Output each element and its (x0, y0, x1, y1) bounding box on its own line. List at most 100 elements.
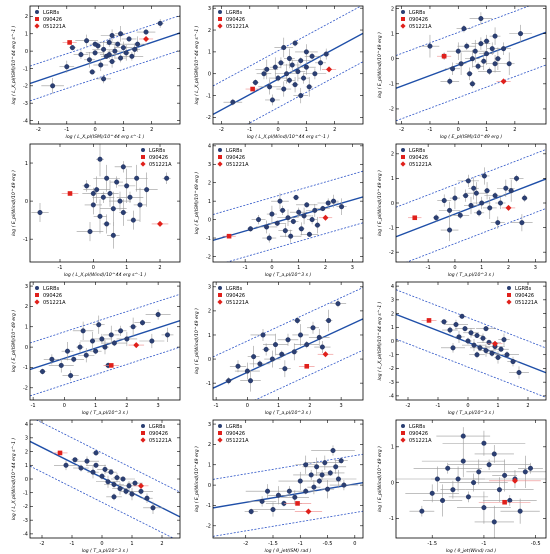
y-tick-label: 2 (208, 28, 211, 34)
lgrb-point (282, 366, 288, 372)
lgrb-point (447, 227, 453, 233)
lgrb-point (429, 490, 435, 496)
lgrb-point (471, 480, 477, 486)
lgrb-point (450, 345, 456, 351)
y-tick-label: 2 (391, 6, 394, 12)
lgrb-point (96, 322, 102, 328)
legend-051221a-marker (400, 23, 406, 29)
lgrb-point (293, 194, 299, 200)
legend-090426-marker (507, 293, 511, 297)
y-tick-label: 2 (25, 449, 28, 455)
lgrb-point (476, 469, 482, 475)
x-tick-label: -1 (247, 127, 252, 133)
lgrb-point (279, 351, 285, 357)
legend-label: 051221A (409, 438, 432, 444)
x-tick-label: -1 (427, 127, 432, 133)
grb-090426-point (226, 233, 232, 239)
legend-label: LGRBs (149, 148, 166, 154)
lgrb-point (447, 327, 453, 333)
lgrb-point (282, 228, 288, 234)
panel-6: -1 0 1 2 3 -2 -1 0 1 2 log ( T_a,pl/10^3 s ) log ( … (377, 143, 547, 278)
lgrb-point (481, 440, 487, 446)
x-tick-label: 2 (507, 265, 510, 271)
legend-label: 090426 (409, 155, 428, 161)
x-tick-label: 3 (351, 265, 354, 271)
legend-051221a-marker (217, 161, 223, 167)
lgrb-point (139, 320, 145, 326)
y-axis-label: log ( E_pl(ISM)/10^49 erg ) (194, 172, 200, 235)
lgrb-point (455, 476, 461, 482)
legend-090426-marker (218, 155, 222, 159)
legend-090426-marker (35, 17, 39, 21)
y-tick-label: 1 (391, 445, 394, 451)
lgrb-point (291, 349, 297, 355)
y-tick-label: 3 (25, 436, 28, 442)
y-tick-label: 1 (208, 463, 211, 469)
x-tick-label: 0 (246, 403, 249, 409)
lgrb-point (441, 319, 447, 325)
lgrb-point (259, 498, 265, 504)
lower-band-line (225, 222, 363, 262)
lgrb-point (522, 469, 528, 475)
x-tick-label: -1 (31, 403, 36, 409)
lgrb-point (292, 82, 298, 88)
x-tick-label: -1.5 (268, 541, 278, 547)
lgrb-point (150, 505, 156, 511)
grb-051221a-point (133, 342, 140, 349)
lgrb-point (320, 206, 326, 212)
legend-label: 051221A (226, 162, 249, 168)
y-tick-label: 0 (391, 201, 394, 207)
lgrb-point (84, 38, 90, 44)
upper-band-line (30, 15, 180, 67)
legend-label: LGRBs (409, 10, 426, 16)
lgrb-point (495, 220, 501, 226)
lgrb-point (164, 175, 170, 181)
lower-band-line (213, 510, 363, 537)
legend-label: 090426 (149, 155, 168, 161)
lgrb-point (285, 337, 291, 343)
x-tick-label: 1 (125, 265, 128, 271)
lgrb-point (522, 195, 528, 201)
y-tick-label: 2 (208, 442, 211, 448)
x-tick-label: 1 (130, 541, 133, 547)
x-tick-label: 2 (324, 265, 327, 271)
grb-090426-point (295, 501, 300, 506)
plot-frame (212, 419, 364, 539)
lgrb-point (327, 470, 333, 476)
upper-band-line (396, 6, 531, 56)
legend-051221a-marker (506, 299, 512, 305)
plot-frame (212, 5, 364, 125)
lgrb-point (130, 324, 136, 330)
legend-090426-marker (218, 431, 222, 435)
lgrb-point (157, 20, 163, 26)
y-tick-label: -1 (206, 503, 211, 509)
legend-051221a-marker (34, 299, 40, 305)
lgrb-point (303, 462, 309, 468)
lgrb-point (464, 43, 470, 49)
lgrb-point (452, 195, 458, 201)
upper-band-line (213, 6, 362, 87)
y-axis-label: log ( E_pl(Wind)/10^49 erg ) (377, 170, 383, 236)
lower-band-line (254, 349, 363, 400)
lgrb-point (118, 328, 124, 334)
lgrb-point (474, 352, 480, 358)
x-tick-label: -1 (243, 265, 248, 271)
y-axis-label: log ( L_X,pl(ISM)/10^44 erg s^-1 ) (194, 25, 200, 104)
lgrb-point (149, 338, 155, 344)
x-tick-label: -1 (58, 265, 63, 271)
legend-label: 090426 (226, 17, 245, 23)
lgrb-point (316, 478, 322, 484)
legend-label: 051221A (43, 300, 66, 306)
lgrb-point (90, 202, 96, 208)
y-tick-label: -2 (23, 504, 28, 510)
lgrb-point (475, 63, 481, 69)
x-tick-label: 2 (526, 403, 529, 409)
x-tick-label: 1 (485, 127, 488, 133)
